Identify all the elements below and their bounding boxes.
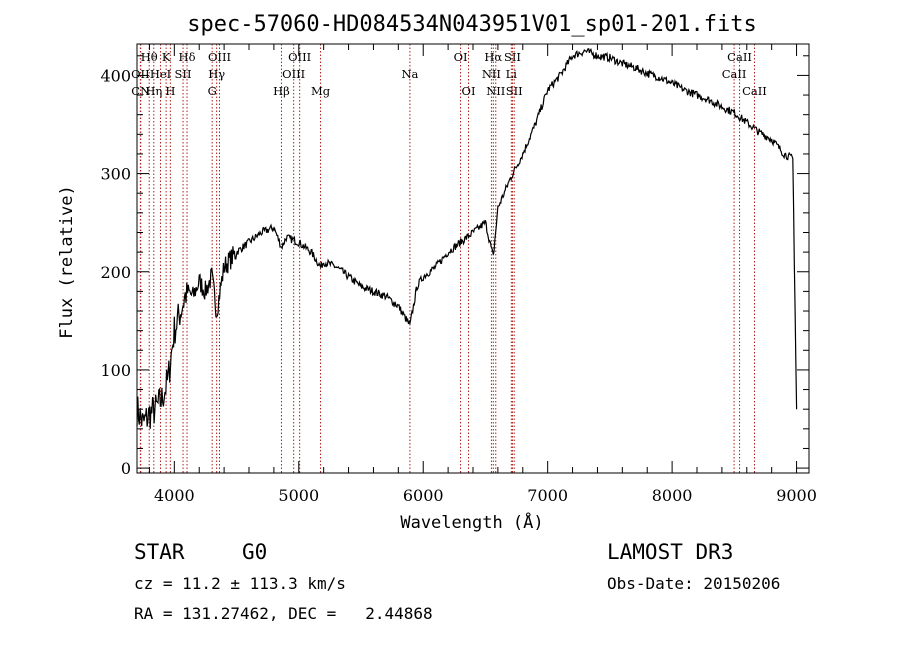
line-label-2: Hδ	[179, 50, 196, 64]
y-axis-label: Flux (relative)	[57, 185, 77, 339]
line-label-26: SII	[506, 84, 523, 98]
y-tick-label-2: 200	[100, 263, 131, 282]
line-label-12: Hγ	[208, 67, 225, 81]
plot-frame	[136, 43, 810, 474]
x-tick-label-2: 6000	[403, 486, 444, 505]
line-label-0: Hθ	[141, 50, 158, 64]
y-tick-label-1: 100	[100, 361, 131, 380]
line-label-4: OIII	[288, 50, 311, 64]
redshift-readout: cz = 11.2 ± 113.3 km/s	[134, 574, 346, 593]
x-tick-label-5: 9000	[776, 486, 817, 505]
axis-ticks: 4000 5000 6000 7000 8000 9000 0 100 200 300 400	[100, 44, 817, 505]
object-class: STAR	[134, 540, 185, 564]
line-label-21: G	[208, 84, 217, 98]
line-label-23: Mg	[311, 84, 331, 98]
line-label-6: Hα	[484, 50, 502, 64]
y-tick-label-3: 300	[100, 165, 131, 184]
object-subclass: G0	[242, 540, 268, 564]
line-label-19: Hη	[145, 84, 162, 98]
line-label-9: OII	[131, 67, 150, 81]
obs-date: Obs-Date: 20150206	[607, 574, 781, 593]
line-label-3: OIII	[208, 50, 231, 64]
line-label-11: SII	[175, 67, 192, 81]
x-tick-label-1: 5000	[278, 486, 319, 505]
y-tick-label-0: 0	[121, 459, 131, 478]
line-label-16: Li	[506, 67, 518, 81]
x-tick-label-0: 4000	[154, 486, 195, 505]
line-label-27: CaII	[742, 84, 767, 98]
line-label-17: CaII	[722, 67, 747, 81]
line-label-25: NII	[486, 84, 505, 98]
line-label-20: H	[165, 84, 175, 98]
line-label-13: OIII	[282, 67, 305, 81]
line-label-24: OI	[462, 84, 476, 98]
line-label-8: CaII	[727, 50, 752, 64]
y-tick-label-4: 400	[100, 66, 131, 85]
x-tick-label-4: 8000	[652, 486, 693, 505]
x-tick-label-3: 7000	[527, 486, 568, 505]
line-label-22: Hβ	[273, 84, 290, 98]
coordinates-readout: RA = 131.27462, DEC = 2.44868	[134, 604, 433, 623]
line-label-7: SII	[504, 50, 521, 64]
line-label-5: OI	[454, 50, 468, 64]
line-label-18: CN	[131, 84, 150, 98]
line-label-15: NII	[482, 67, 501, 81]
x-axis-label: Wavelength (Å)	[400, 511, 543, 533]
spectrum-line	[136, 48, 798, 429]
line-label-1: K	[162, 50, 171, 64]
line-label-14: Na	[401, 67, 418, 81]
survey-name: LAMOST DR3	[607, 540, 734, 564]
chart-title: spec-57060-HD084534N043951V01_sp01-201.f…	[187, 12, 757, 37]
line-label-10: HeI	[150, 67, 171, 81]
